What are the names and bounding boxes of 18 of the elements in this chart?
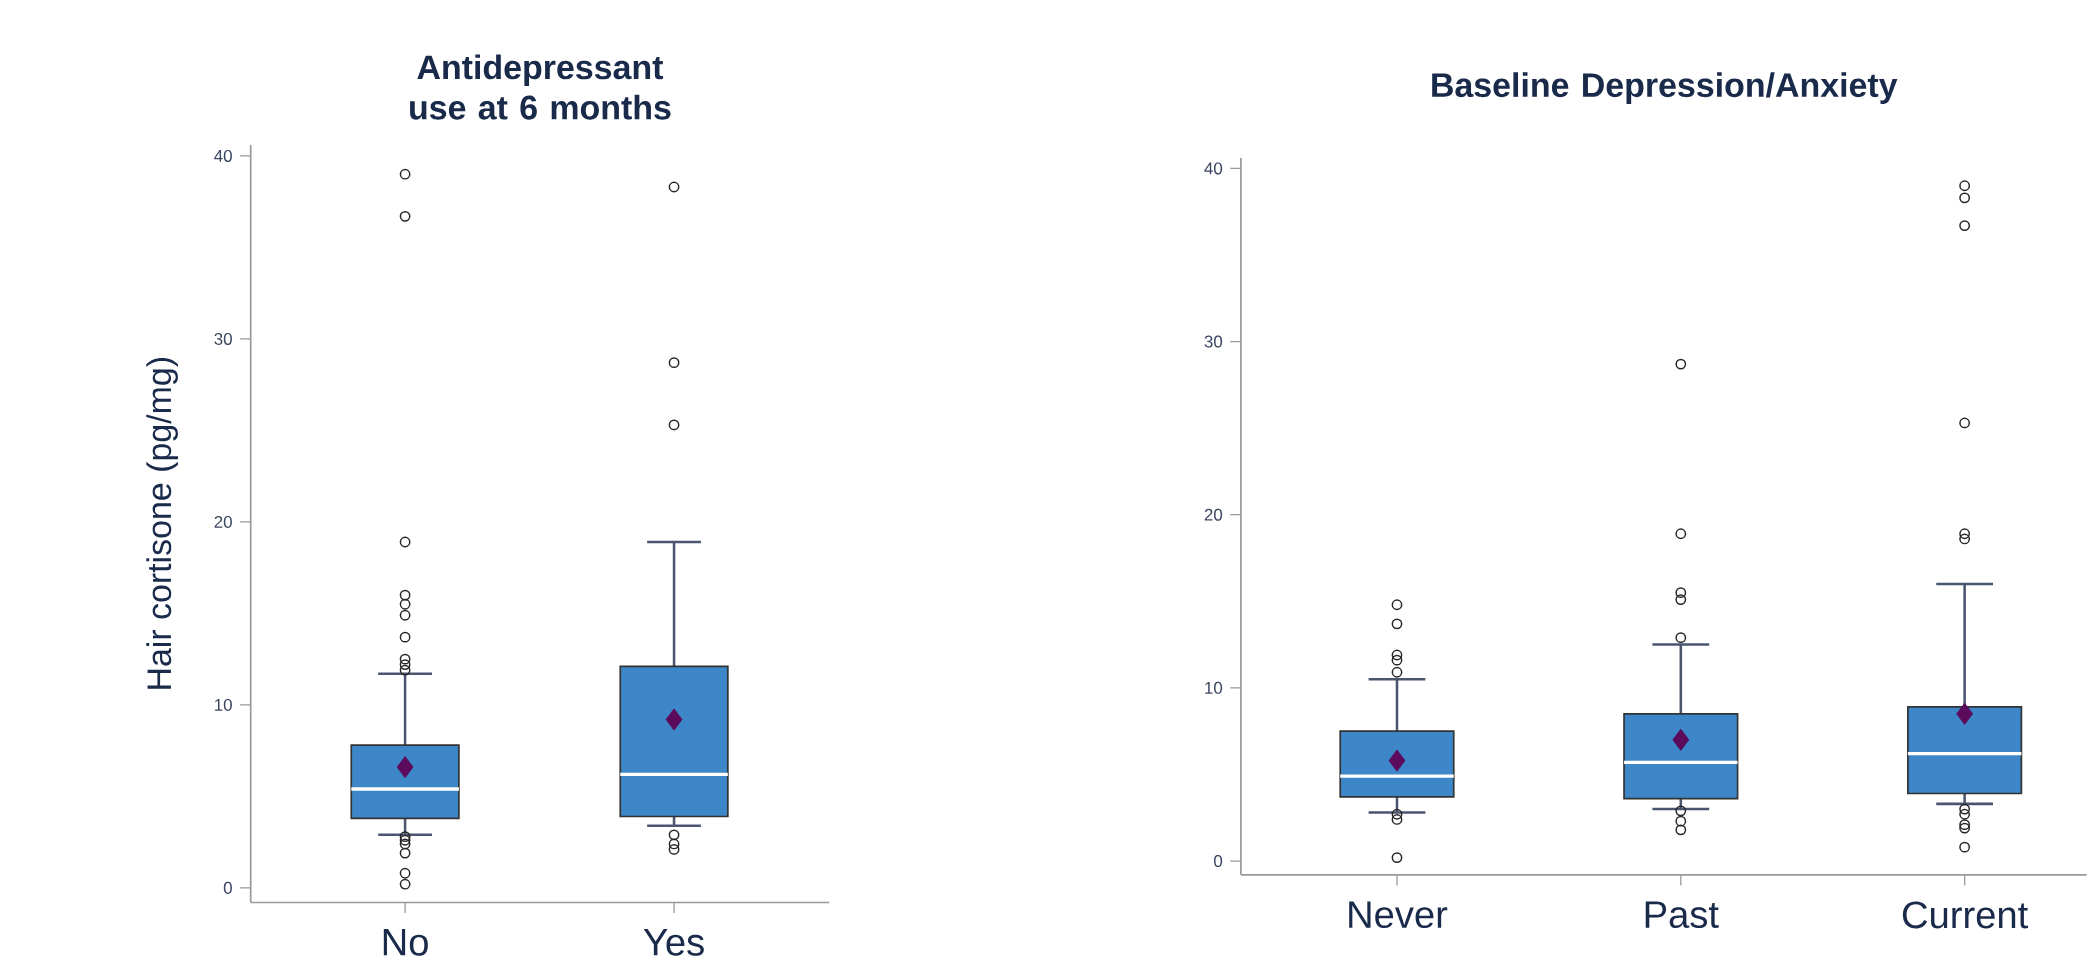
chart-title: Antidepressant use at 6 months <box>410 54 671 120</box>
y-tick-label: 30 <box>214 333 232 346</box>
x-tick-label: Past <box>1645 901 1719 929</box>
x-tick-label: No <box>383 929 428 956</box>
y-tick-label: 30 <box>1204 335 1223 348</box>
y-tick-label: 0 <box>1214 855 1223 868</box>
y-tick-label: 10 <box>1205 681 1223 694</box>
y-axis-title: Hair cortisone (pg/mg) <box>146 358 178 689</box>
x-tick-label: Never <box>1349 901 1448 929</box>
chart-title: Baseline Depression/Anxiety <box>1432 72 1898 104</box>
x-tick-label: Yes <box>643 929 704 956</box>
y-tick-label: 20 <box>214 515 232 528</box>
y-tick-label: 40 <box>1204 162 1223 175</box>
y-tick-label: 20 <box>1204 508 1223 521</box>
y-tick-label: 0 <box>223 881 232 894</box>
x-tick-label: Current <box>1902 901 2028 929</box>
y-tick-label: 10 <box>215 698 232 711</box>
y-tick-label: 40 <box>214 150 232 163</box>
